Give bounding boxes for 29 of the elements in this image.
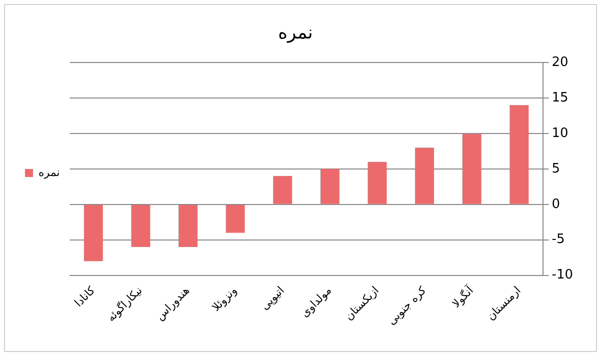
- x-tick-label: نیکاراگوئه: [104, 284, 145, 324]
- bar: [510, 105, 529, 204]
- y-tick-label: 5: [552, 161, 560, 176]
- x-tick-label: ونزوئلا: [209, 284, 240, 314]
- y-tick-label: 15: [552, 90, 568, 106]
- bar: [320, 168, 340, 204]
- legend-label: نمره: [38, 166, 60, 179]
- bar: [368, 162, 387, 204]
- bar: [131, 204, 150, 247]
- x-tick-label: اتیوپی: [258, 284, 287, 312]
- x-tick-label: مولداوی: [298, 284, 334, 320]
- y-tick-label: -10: [552, 268, 573, 283]
- x-tick-label: هندوراس: [153, 284, 192, 323]
- chart-title: نمره: [278, 22, 313, 44]
- x-tick-label: ازبکستان: [342, 284, 382, 323]
- bar: [415, 148, 434, 204]
- y-tick-label: 20: [552, 54, 568, 70]
- bar: [178, 204, 198, 247]
- x-tick-label: آنگولا: [448, 282, 477, 310]
- bar: [84, 204, 103, 262]
- bar: [462, 134, 482, 204]
- x-tick-label: کانادا: [72, 283, 98, 310]
- y-tick-label: -5: [552, 232, 565, 248]
- x-tick-label: کره جنوبی: [385, 283, 430, 328]
- y-tick-label: 10: [552, 126, 568, 141]
- x-tick-label: ارمنستان: [484, 284, 524, 323]
- y-tick-label: 0: [552, 196, 560, 212]
- bar: [273, 176, 292, 204]
- bar: [226, 204, 245, 233]
